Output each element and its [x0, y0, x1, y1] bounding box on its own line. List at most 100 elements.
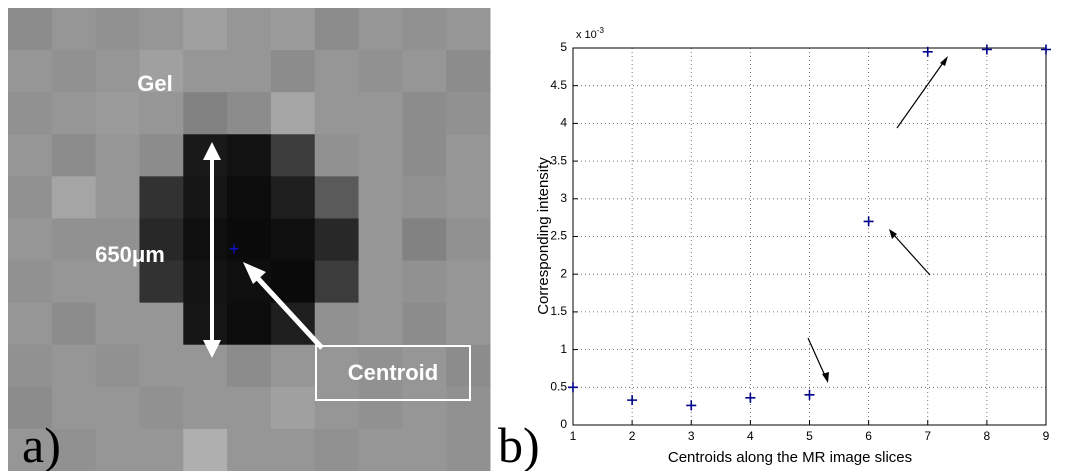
pixel [183, 50, 228, 93]
pixel [95, 386, 140, 430]
pixel [139, 176, 184, 219]
pixel [358, 176, 403, 219]
mr-image [8, 8, 491, 471]
y-tick-label: 4.5 [550, 78, 567, 92]
pixel [402, 428, 447, 471]
y-tick-label: 2 [560, 266, 567, 280]
pixel [8, 344, 53, 388]
x-axis-label: Centroids along the MR image slices [668, 449, 912, 466]
pixel [446, 344, 491, 388]
multiplier-exp: -3 [597, 26, 605, 35]
pixel [8, 50, 53, 93]
pixel [51, 428, 97, 471]
pixel [95, 428, 140, 471]
pixel [139, 92, 184, 135]
y-tick-label: 3.5 [550, 153, 567, 167]
y-tick-label: 1 [560, 342, 567, 356]
pixel [446, 260, 491, 304]
pixel [446, 428, 491, 471]
data-point [745, 392, 756, 403]
pixel [358, 8, 403, 51]
pixel [8, 218, 53, 262]
pixel [314, 302, 360, 346]
inset-arrow [896, 59, 946, 129]
pixel [270, 428, 316, 471]
pixel [51, 92, 97, 135]
pixel [358, 92, 403, 135]
pixel [51, 260, 97, 304]
pixel [95, 344, 140, 388]
x-tick-label: 1 [570, 429, 577, 443]
pixel [183, 8, 228, 51]
pixel [358, 134, 403, 177]
pixel [314, 386, 360, 430]
arrow-head [940, 56, 948, 66]
pixel [270, 302, 316, 346]
pixel [139, 344, 184, 388]
pixel [270, 344, 316, 388]
pixel [183, 428, 228, 471]
pixel [227, 302, 272, 346]
pixel [95, 260, 140, 304]
pixel [139, 50, 184, 93]
pixel [183, 302, 228, 346]
pixel [51, 50, 97, 93]
pixel [314, 260, 360, 304]
plot: 0 0.5 1 1.5 2 2.5 3 3.5 4 4.5 5 1 2 3 4 5 6 7 8 9 [550, 40, 1051, 443]
pixel [51, 344, 97, 388]
pixel [446, 50, 491, 93]
pixel [358, 344, 403, 388]
pixel [227, 134, 272, 177]
pixel [402, 218, 447, 262]
pixel [314, 176, 360, 219]
pixel [314, 134, 360, 177]
pixel [51, 8, 97, 51]
pixel [358, 428, 403, 471]
pixel [227, 92, 272, 135]
pixel [402, 8, 447, 51]
y-tick-label: 2.5 [550, 229, 567, 243]
pixel [95, 50, 140, 93]
pixel [270, 260, 316, 304]
pixel [314, 218, 360, 262]
pixel [95, 92, 140, 135]
pixel [402, 176, 447, 219]
pixel [446, 302, 491, 346]
pixel [139, 260, 184, 304]
arrow-head [889, 229, 897, 239]
pixel [314, 50, 360, 93]
pixel [402, 92, 447, 135]
pixel [183, 218, 228, 262]
pixel [8, 302, 53, 346]
pixel [314, 92, 360, 135]
pixel [446, 386, 491, 430]
pixel [358, 218, 403, 262]
pixel [402, 260, 447, 304]
panel-label: b) [498, 417, 540, 471]
pixel [51, 386, 97, 430]
pixel [446, 134, 491, 177]
pixel [95, 176, 140, 219]
pixel [227, 218, 272, 262]
x-tick-label: 6 [865, 429, 872, 443]
y-tick-label: 5 [560, 40, 567, 54]
pixel [446, 218, 491, 262]
pixel [51, 218, 97, 262]
data-point [1041, 44, 1051, 55]
pixel [270, 176, 316, 219]
multiplier-base: x 10 [576, 29, 597, 41]
x-tick-label: 7 [924, 429, 931, 443]
arrow-head [822, 372, 829, 383]
centroid-box [315, 345, 471, 401]
pixel [139, 134, 184, 177]
pixel [270, 218, 316, 262]
pixel [402, 50, 447, 93]
pixel [358, 260, 403, 304]
pixel [139, 302, 184, 346]
y-tick-label: 4 [560, 116, 567, 130]
pixel [270, 134, 316, 177]
x-tick-label: 4 [747, 429, 754, 443]
pixel [227, 428, 272, 471]
pixel [183, 176, 228, 219]
